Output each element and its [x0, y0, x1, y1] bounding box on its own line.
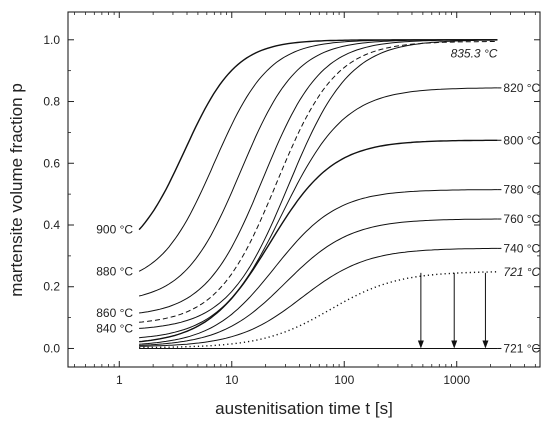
x-tick-label: 1 [116, 373, 123, 387]
x-tick-label: 100 [334, 373, 354, 387]
y-tick-label: 0.0 [43, 341, 60, 355]
series-label: 740 °C [503, 241, 540, 255]
series-label: 721 °C [503, 341, 540, 355]
series-line [139, 139, 498, 343]
y-tick-label: 0.8 [43, 95, 60, 109]
y-tick-label: 0.6 [43, 156, 60, 170]
series-line [139, 41, 498, 323]
series-label: 780 °C [503, 183, 540, 197]
x-tick-label: 10 [225, 373, 239, 387]
series-label: 840 °C [96, 321, 133, 335]
series-label: 721 °C [503, 265, 540, 279]
series-line [138, 39, 498, 297]
series-label: 880 °C [96, 264, 133, 278]
series-label: 900 °C [96, 223, 133, 237]
x-tick-label: 1000 [443, 373, 470, 387]
series-line [139, 218, 498, 346]
series-line [139, 271, 498, 349]
y-tick-label: 0.2 [43, 280, 60, 294]
curve-group [138, 39, 498, 349]
series-line [139, 87, 498, 339]
series-line [139, 247, 498, 347]
series-label: 820 °C [503, 81, 540, 95]
series-line [138, 39, 498, 231]
series-label: 860 °C [96, 306, 133, 320]
x-axis-title: austenitisation time t [s] [215, 399, 393, 418]
series-label: 760 °C [503, 212, 540, 226]
series-label: 800 °C [503, 133, 540, 147]
arrow-head [417, 340, 424, 349]
arrow-head [451, 340, 458, 349]
plot-frame [67, 11, 541, 368]
y-tick-label: 0.4 [43, 218, 60, 232]
series-line [139, 39, 498, 314]
series-label: 835.3 °C [451, 46, 498, 60]
arrow-head [482, 340, 489, 349]
y-axis-title: martensite volume fraction p [7, 83, 26, 297]
series-line [139, 39, 498, 329]
series-line [139, 189, 498, 345]
tick-group: 1 10 100 1000 0.0 0.2 0.4 0.6 0.8 1.0 [43, 12, 540, 387]
curve-label-group: 900 °C 880 °C 860 °C 835.3 °C 840 °C 820 °C 80… [96, 46, 540, 355]
y-tick-label: 1.0 [43, 33, 60, 47]
arrow-group [417, 272, 489, 349]
